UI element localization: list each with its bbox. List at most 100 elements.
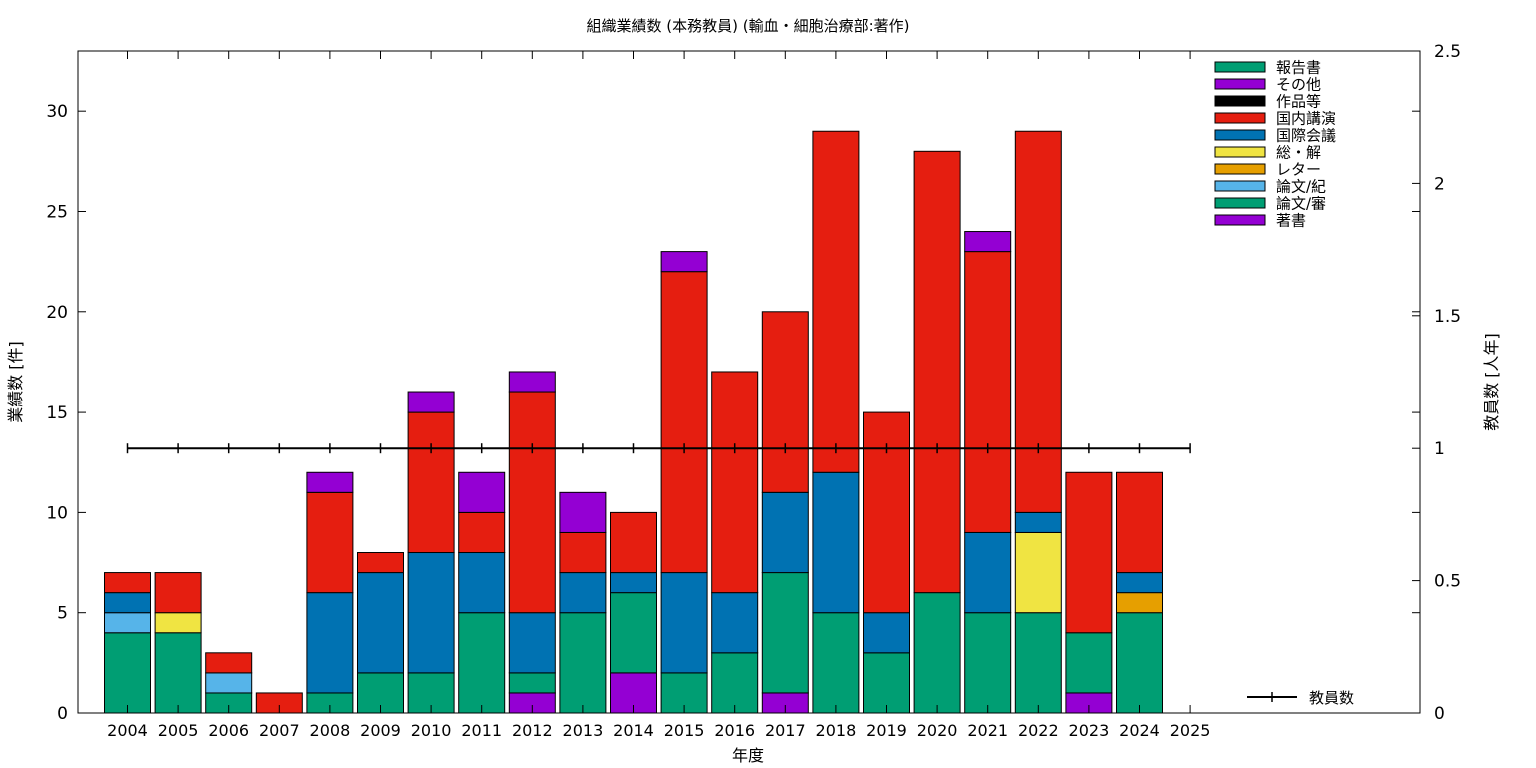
bar-segment-2013-s5 (559, 572, 607, 614)
legend-label-5: 総・解 (1276, 144, 1321, 162)
bar-segment-2014-s6 (610, 511, 657, 574)
line-legend: 教員数 (1247, 689, 1354, 707)
bar-segment-2018-s6 (812, 130, 860, 473)
legend-swatch-6 (1214, 163, 1266, 175)
bar-segment-2022-s5 (1014, 511, 1062, 533)
bar-segment-2006-s2 (205, 672, 253, 694)
bar-segment-2024-s5 (1116, 572, 1163, 594)
y2-tick-label: 0 (1434, 704, 1445, 724)
bar-segment-2015-s6 (660, 271, 708, 574)
bar-segment-2011-s5 (458, 552, 506, 614)
bar-segment-2005-s1 (154, 632, 202, 714)
legend-swatch-4 (1214, 129, 1266, 141)
legend-swatch-7 (1214, 180, 1266, 192)
y-tick-label: 20 (46, 303, 68, 323)
bar-segment-2013-s8 (559, 491, 607, 533)
right-axis: 0 0.5 1 1.5 2 2.5 (1412, 42, 1461, 724)
legend-swatch-8 (1214, 197, 1266, 209)
x-tick-label-2024: 2024 (1119, 721, 1160, 740)
plot-frame (77, 50, 1421, 714)
legend-label-9: 著書 (1276, 212, 1306, 230)
left-axis: 0 5 10 15 20 25 30 (46, 102, 1420, 724)
bar-segment-2009-s6 (357, 552, 404, 574)
bar-segment-2005-s4 (154, 612, 202, 634)
legend-swatch-9 (1214, 214, 1266, 226)
bar-segment-2023-s6 (1065, 471, 1113, 634)
y-axis-label: 業績数 [件] (6, 341, 25, 423)
y2-tick-label: 1 (1434, 439, 1445, 459)
y2-tick-label: 2 (1434, 174, 1445, 194)
bar-segment-2018-s5 (812, 471, 860, 614)
legend-label-1: その他 (1276, 76, 1321, 94)
bar-segment-2016-s1 (711, 652, 759, 714)
bar-segment-2017-s5 (761, 491, 809, 574)
y-tick-label: 15 (46, 403, 68, 423)
bar-segment-2012-s8 (508, 371, 556, 393)
x-tick-label-2011: 2011 (461, 721, 502, 740)
x-tick-label-2021: 2021 (967, 721, 1008, 740)
y2-tick-label: 0.5 (1434, 572, 1461, 592)
bar-segment-2024-s6 (1116, 471, 1163, 574)
bar-segment-2018-s1 (812, 612, 860, 714)
bar-segment-2010-s6 (407, 411, 455, 554)
x-tick-label-2023: 2023 (1069, 721, 1110, 740)
legend-label-6: レター (1276, 161, 1321, 179)
x-tick-label-2017: 2017 (765, 721, 806, 740)
bar-segment-2008-s6 (306, 491, 354, 594)
y-tick-label: 0 (57, 704, 68, 724)
bar-segment-2008-s8 (306, 471, 354, 493)
bar-segment-2019-s5 (863, 612, 910, 654)
bar-segment-2008-s5 (306, 592, 354, 694)
bar-segment-2019-s6 (863, 411, 910, 614)
x-tick-label-2019: 2019 (866, 721, 907, 740)
legend-swatch-2 (1214, 95, 1266, 107)
x-tick-label-2005: 2005 (158, 721, 199, 740)
x-tick-label-2006: 2006 (208, 721, 249, 740)
x-tick-label-2016: 2016 (714, 721, 755, 740)
bar-segment-2020-s1 (913, 592, 961, 714)
bar-segment-2020-s6 (913, 150, 961, 594)
bar-segment-2021-s8 (964, 231, 1012, 253)
bar-segment-2022-s6 (1014, 130, 1062, 513)
x-axis-label: 年度 (732, 746, 764, 765)
bar-segment-2012-s6 (508, 391, 556, 614)
line-legend-label: 教員数 (1309, 689, 1354, 707)
bar-segment-2004-s1 (104, 632, 151, 714)
legend-label-7: 論文/紀 (1276, 178, 1326, 196)
x-tick-label-2022: 2022 (1018, 721, 1059, 740)
y-tick-label: 25 (46, 202, 68, 222)
legend-label-2: 作品等 (1276, 93, 1321, 111)
bar-segment-2012-s1 (508, 672, 556, 694)
bar-segment-2024-s3 (1116, 592, 1163, 614)
bar-segment-2021-s6 (964, 251, 1012, 533)
legend-label-3: 国内講演 (1276, 110, 1336, 128)
x-tick-label-2009: 2009 (360, 721, 401, 740)
x-tick-label-2018: 2018 (816, 721, 857, 740)
legend-label-4: 国際会議 (1276, 127, 1336, 145)
y2-axis-label: 教員数 [人年] (1482, 333, 1501, 431)
bar-segment-2013-s1 (559, 612, 607, 714)
bar-segment-2016-s6 (711, 371, 759, 594)
x-tick-label-2014: 2014 (613, 721, 654, 740)
bar-segment-2011-s8 (458, 471, 506, 513)
legend-swatch-1 (1214, 78, 1266, 90)
legend-label-8: 論文/審 (1276, 195, 1326, 213)
bar-segment-2017-s6 (761, 311, 809, 493)
bar-segment-2010-s8 (407, 391, 455, 413)
x-tick-label-2004: 2004 (107, 721, 148, 740)
bar-segment-2021-s1 (964, 612, 1012, 714)
bar-segment-2011-s1 (458, 612, 506, 714)
y2-tick-label: 1.5 (1434, 307, 1461, 327)
bar-segment-2024-s1 (1116, 612, 1163, 714)
legend-swatch-0 (1214, 61, 1266, 73)
x-tick-label-2025: 2025 (1170, 721, 1211, 740)
x-tick-label-2010: 2010 (411, 721, 452, 740)
y-tick-label: 10 (46, 503, 68, 523)
bar-segment-2014-s1 (610, 592, 657, 674)
bar-segment-2013-s6 (559, 531, 607, 574)
bar-segment-2006-s6 (205, 652, 253, 674)
bar-segment-2011-s6 (458, 511, 506, 554)
bar-segment-2021-s5 (964, 531, 1012, 614)
